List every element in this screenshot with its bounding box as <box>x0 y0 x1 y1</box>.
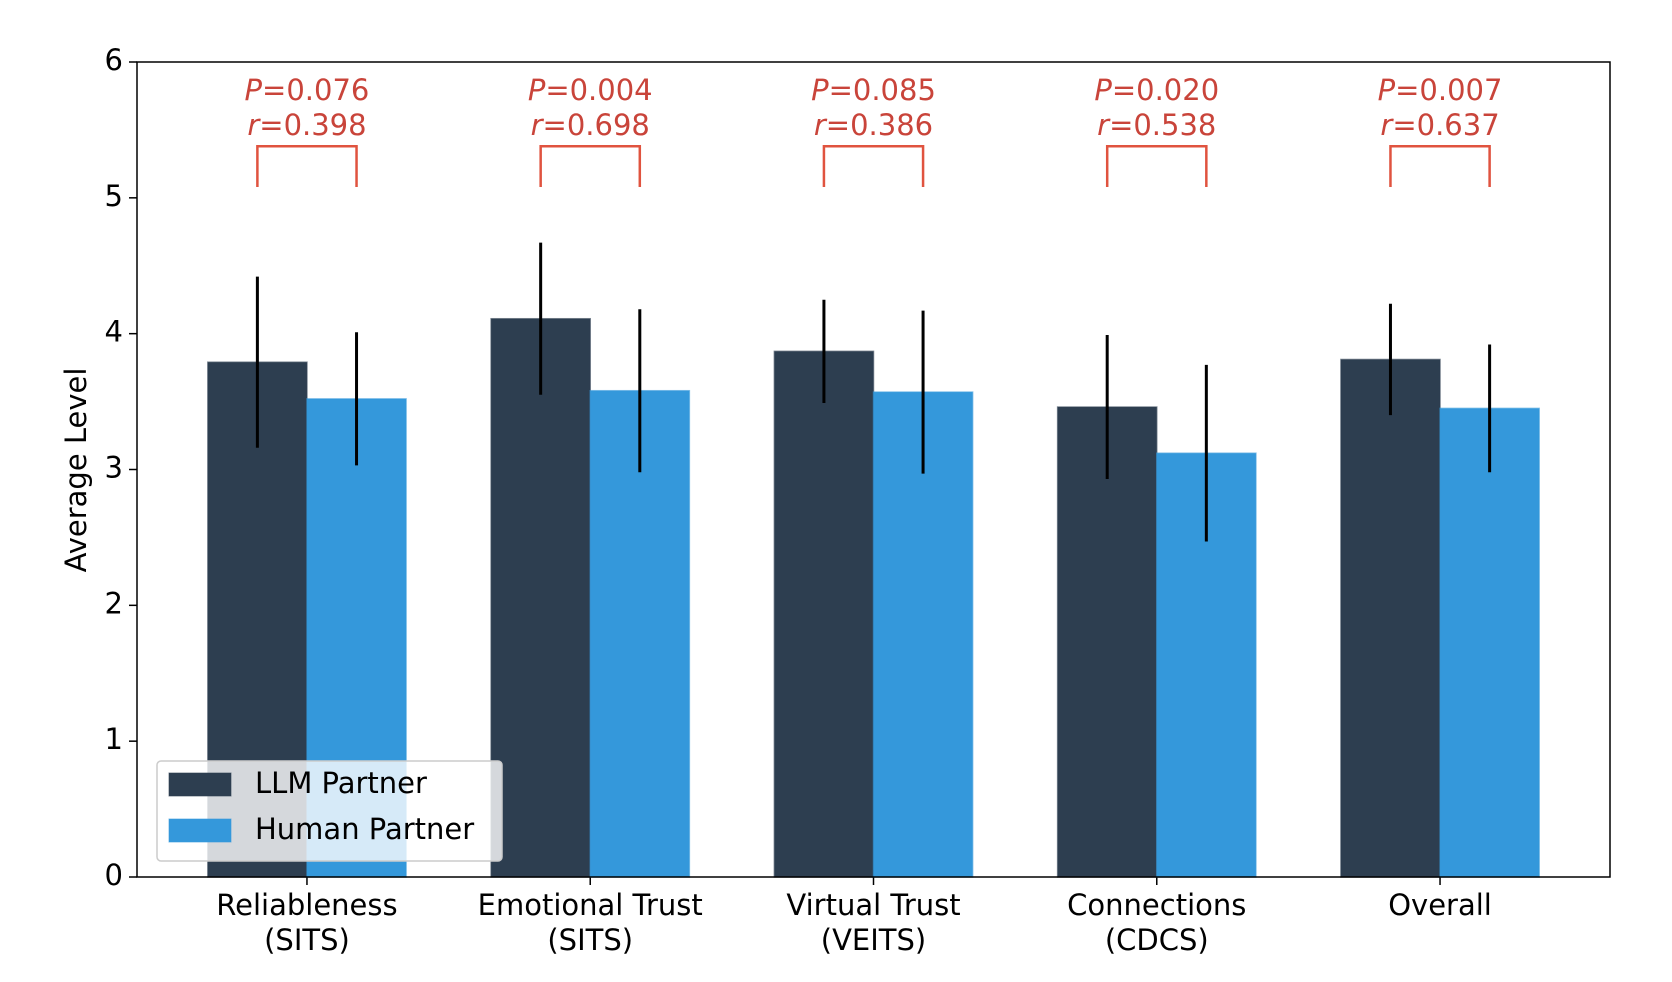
x-tick-label: (SITS) <box>264 923 350 957</box>
annotation: r=0.637 <box>1380 108 1499 142</box>
bar <box>1056 406 1158 878</box>
y-tick-label: 1 <box>105 722 123 756</box>
annotation: P=0.020 <box>1094 73 1219 107</box>
x-tick-label: Connections <box>1067 888 1246 922</box>
annotation-symbol: P <box>811 73 829 107</box>
significance-bracket <box>539 144 642 187</box>
annotation-symbol: P <box>528 73 546 107</box>
y-tick-label: 5 <box>105 179 123 213</box>
annotation-value: =0.076 <box>262 73 369 107</box>
annotation-symbol: r <box>247 108 261 142</box>
annotation-symbol: P <box>245 73 263 107</box>
plot-frame <box>136 61 1611 878</box>
annotation: r=0.698 <box>531 108 650 142</box>
annotation-symbol: r <box>531 108 545 142</box>
annotation-value: =0.085 <box>829 73 936 107</box>
annotation-symbol: r <box>1380 108 1394 142</box>
annotation-symbol: P <box>1378 73 1396 107</box>
y-tick-label: 2 <box>105 586 123 620</box>
annotation: P=0.076 <box>245 73 370 107</box>
x-tick-label: Virtual Trust <box>786 888 960 922</box>
annotation: P=0.007 <box>1378 73 1503 107</box>
bar <box>773 350 875 878</box>
bar <box>1439 407 1540 878</box>
legend-label: LLM Partner <box>255 766 427 800</box>
bar <box>1340 358 1441 878</box>
y-tick-label: 6 <box>105 43 123 77</box>
legend-label: Human Partner <box>255 812 474 846</box>
y-tick-label: 0 <box>105 858 123 892</box>
x-tick-label: (CDCS) <box>1105 923 1209 957</box>
annotation: P=0.004 <box>528 73 653 107</box>
significance-bracket <box>256 144 358 187</box>
significance-bracket <box>1389 144 1491 187</box>
annotation-symbol: P <box>1094 73 1112 107</box>
y-axis-label: Average Level <box>59 368 93 573</box>
y-tick-label: 4 <box>105 315 123 349</box>
bar <box>490 317 591 878</box>
annotation: r=0.386 <box>814 108 933 142</box>
annotation-value: =0.020 <box>1112 73 1219 107</box>
annotation-value: =0.007 <box>1395 73 1502 107</box>
x-tick-label: Reliableness <box>216 888 397 922</box>
annotation: r=0.398 <box>247 108 366 142</box>
annotation-symbol: r <box>814 108 828 142</box>
legend-swatch <box>168 818 232 843</box>
annotation-value: =0.004 <box>545 73 652 107</box>
annotation-symbol: r <box>1097 108 1111 142</box>
annotation-value: =0.538 <box>1109 108 1216 142</box>
annotation-value: =0.398 <box>259 108 366 142</box>
annotation-value: =0.698 <box>543 108 650 142</box>
legend-box <box>156 760 503 862</box>
x-tick-label: Emotional Trust <box>478 888 703 922</box>
significance-bracket <box>1105 144 1208 187</box>
x-tick-label: Overall <box>1388 888 1492 922</box>
legend-swatch <box>168 772 232 797</box>
x-tick-label: (SITS) <box>547 923 633 957</box>
annotation: r=0.538 <box>1097 108 1216 142</box>
x-tick-label: (VEITS) <box>821 923 926 957</box>
annotation: P=0.085 <box>811 73 936 107</box>
significance-bracket <box>822 144 925 187</box>
annotation-value: =0.386 <box>826 108 933 142</box>
y-tick-label: 3 <box>105 451 123 485</box>
annotation-value: =0.637 <box>1392 108 1499 142</box>
